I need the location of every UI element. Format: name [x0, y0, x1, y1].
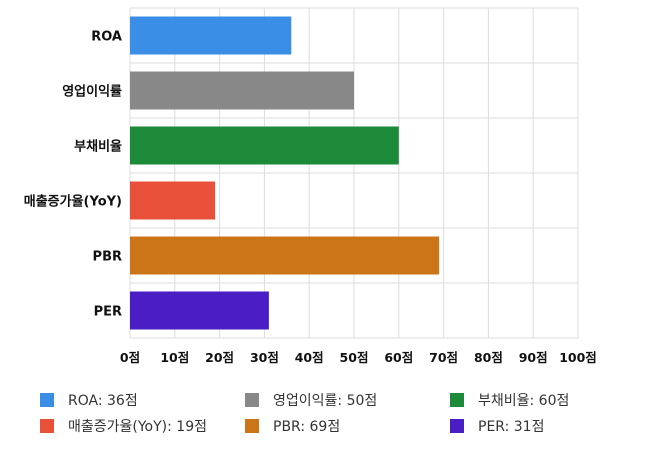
- legend-item: 부채비율: 60점: [450, 390, 569, 410]
- legend-item: PBR: 69점: [245, 416, 340, 436]
- category-label: 영업이익률: [62, 84, 122, 100]
- category-label: 부채비율: [74, 139, 122, 155]
- bar: [130, 126, 399, 165]
- legend-item: PER: 31점: [450, 416, 544, 436]
- legend-item: 매출증가율(YoY): 19점: [40, 416, 207, 436]
- bar: [130, 181, 216, 220]
- x-tick-label: 30점: [250, 350, 279, 365]
- legend-item: 영업이익률: 50점: [245, 390, 377, 410]
- x-tick-label: 10점: [160, 350, 189, 365]
- legend-swatch: [450, 419, 464, 433]
- x-tick-label: 0점: [120, 350, 140, 365]
- legend-swatch: [450, 393, 464, 407]
- x-tick-labels: 0점 10점 20점 30점 40점 50점 60점 70점 80점 90점 100점: [120, 350, 597, 365]
- legend-swatch: [40, 419, 54, 433]
- legend-label: 매출증가율(YoY): 19점: [68, 419, 207, 435]
- x-tick-label: 100점: [559, 350, 597, 365]
- category-label: PER: [94, 305, 122, 320]
- x-tick-label: 20점: [205, 350, 234, 365]
- legend-item: ROA: 36점: [40, 390, 138, 410]
- legend-label: PBR: 69점: [273, 419, 341, 435]
- legend-swatch: [40, 393, 54, 407]
- x-tick-label: 70점: [429, 350, 458, 365]
- x-tick-label: 80점: [474, 350, 503, 365]
- legend-swatch: [245, 393, 259, 407]
- x-tick-label: 60점: [384, 350, 413, 365]
- bars: [130, 16, 440, 330]
- legend-swatch: [245, 419, 259, 433]
- legend-label: 부채비율: 60점: [478, 393, 570, 409]
- x-tick-label: 90점: [519, 350, 548, 365]
- category-label: ROA: [91, 30, 122, 45]
- category-label: PBR: [93, 250, 122, 265]
- bar: [130, 236, 440, 275]
- grid: [129, 7, 579, 339]
- bar: [130, 71, 354, 110]
- legend-label: ROA: 36점: [68, 393, 138, 409]
- bar: [130, 16, 292, 55]
- legend-label: PER: 31점: [478, 419, 545, 435]
- x-tick-label: 40점: [295, 350, 324, 365]
- bar: [130, 291, 269, 330]
- legend-label: 영업이익률: 50점: [273, 393, 378, 409]
- category-label: 매출증가율(YoY): [24, 194, 122, 210]
- x-tick-label: 50점: [340, 350, 369, 365]
